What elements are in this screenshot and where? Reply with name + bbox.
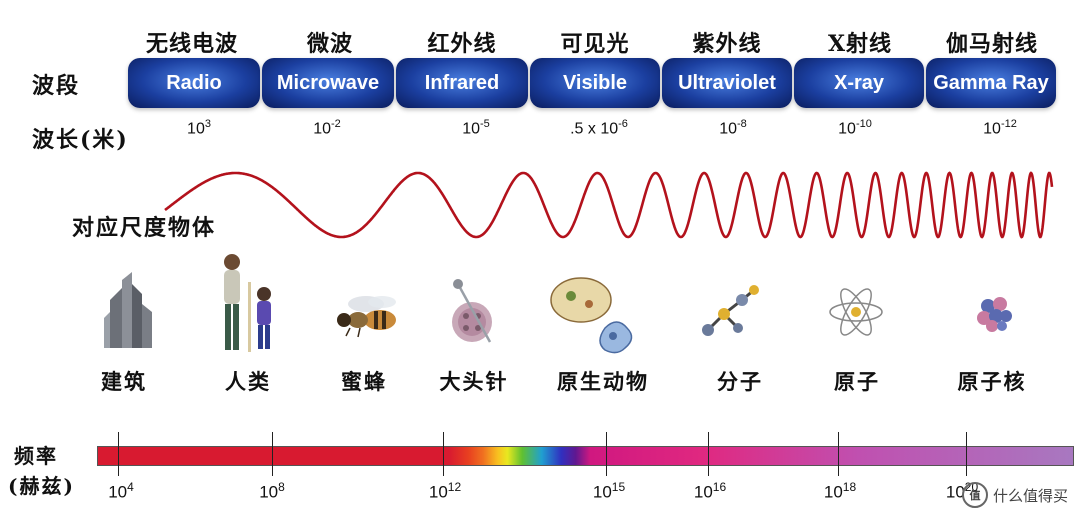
band-pill-infrared: Infrared	[396, 58, 528, 108]
wavelength-gamma: 10-12	[983, 118, 1017, 138]
band-pill-microwave: Microwave	[262, 58, 394, 108]
nucleus-icon	[977, 297, 1012, 332]
band-pill-gamma: Gamma Ray	[926, 58, 1056, 108]
wavelength-ultraviolet: 10-8	[719, 118, 747, 138]
scale-row-label: 对应尺度物体	[72, 215, 217, 241]
freq-label-1e4: 104	[108, 480, 134, 502]
object-label-atom: 原子	[834, 369, 880, 394]
band-cn-ultraviolet: 紫外线	[692, 31, 762, 57]
humans-icon	[224, 254, 271, 352]
freq-tick	[272, 432, 273, 476]
bee-icon	[337, 296, 396, 338]
object-label-pin: 大头针	[439, 369, 509, 394]
building-icon	[104, 272, 152, 348]
watermark-text: 什么值得买	[992, 486, 1068, 505]
freq-tick	[966, 432, 967, 476]
freq-label-1e15: 1015	[592, 480, 626, 502]
wavelength-xray: 10-10	[838, 118, 872, 138]
freq-row-label-line2: (赫兹)	[8, 474, 75, 498]
object-label-humans: 人类	[225, 369, 271, 394]
wave-graphic	[164, 171, 1054, 239]
wavelength-microwave: 10-2	[313, 118, 341, 138]
band-pill-visible: Visible	[530, 58, 660, 108]
protozoa-icon	[550, 277, 633, 354]
wavelength-visible: .5 x 10-6	[570, 118, 628, 138]
pin-icon	[452, 279, 492, 343]
wavelength-infrared: 10-5	[462, 118, 490, 138]
molecule-icon	[702, 285, 759, 336]
band-cn-xray: X射线	[827, 31, 893, 57]
watermark: 值 什么值得买	[961, 482, 1068, 508]
freq-tick	[443, 432, 444, 476]
band-cn-radio: 无线电波	[145, 31, 239, 57]
object-label-molecule: 分子	[717, 369, 763, 394]
band-pill-radio: Radio	[128, 58, 260, 108]
freq-tick	[118, 432, 119, 476]
band-cn-microwave: 微波	[306, 31, 354, 57]
wave-path	[164, 171, 1054, 239]
freq-label-1e16: 1016	[693, 480, 727, 502]
freq-tick	[838, 432, 839, 476]
watermark-badge-icon: 值	[961, 482, 988, 508]
freq-tick	[708, 432, 709, 476]
freq-tick	[606, 432, 607, 476]
wavelength-radio: 103	[187, 118, 211, 138]
object-label-nucleus: 原子核	[957, 369, 1027, 394]
atom-icon	[829, 288, 883, 336]
band-cn-infrared: 红外线	[427, 31, 497, 57]
band-cn-visible: 可见光	[560, 31, 630, 57]
object-label-bee: 蜜蜂	[341, 369, 387, 394]
freq-label-1e12: 1012	[428, 480, 462, 502]
band-pill-xray: X-ray	[794, 58, 924, 108]
band-row-label: 波段	[32, 73, 81, 99]
band-pill-ultraviolet: Ultraviolet	[662, 58, 792, 108]
frequency-bar	[97, 446, 1074, 466]
freq-label-1e8: 108	[259, 480, 285, 502]
band-cn-gamma: 伽马射线	[945, 31, 1039, 57]
freq-label-1e18: 1018	[823, 480, 857, 502]
freq-row-label-line1: 频率	[14, 444, 58, 468]
object-label-building: 建筑	[101, 369, 147, 394]
wavelength-row-label: 波长(米)	[32, 127, 129, 153]
object-label-protozoa: 原生动物	[557, 369, 649, 394]
